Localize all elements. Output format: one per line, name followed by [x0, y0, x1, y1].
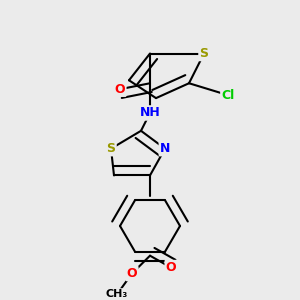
- Text: CH₃: CH₃: [106, 289, 128, 299]
- Text: NH: NH: [140, 106, 160, 119]
- Text: O: O: [127, 267, 137, 280]
- Text: O: O: [115, 83, 125, 96]
- Text: O: O: [166, 261, 176, 274]
- Text: S: S: [200, 47, 208, 60]
- Text: Cl: Cl: [221, 88, 235, 102]
- Text: N: N: [160, 142, 170, 155]
- Text: S: S: [106, 142, 116, 155]
